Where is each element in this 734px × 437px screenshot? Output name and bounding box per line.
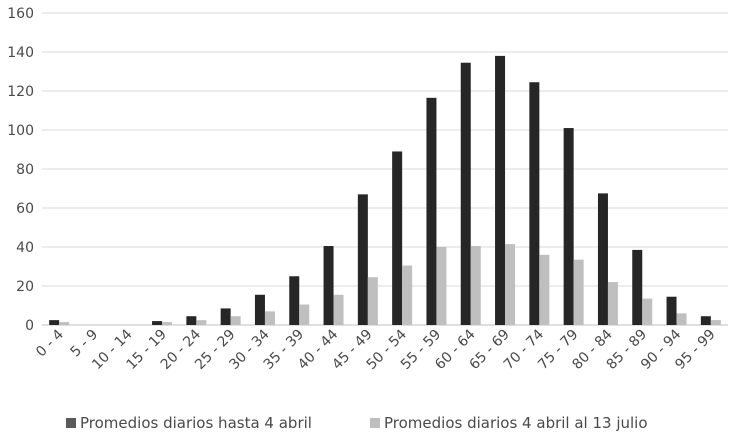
legend-swatch-series-2 (370, 418, 380, 428)
bar-series-1 (632, 249, 643, 325)
bar-series-2 (436, 247, 447, 325)
y-tick-label: 140 (7, 45, 34, 61)
bar-series-1 (152, 321, 163, 325)
bar-series-2 (470, 246, 481, 325)
bar-series-1 (666, 296, 677, 325)
bar-series-1 (460, 62, 471, 325)
bar-series-2 (367, 277, 378, 325)
bar-series-1 (495, 55, 506, 326)
x-tick-label: 0 - 4 (33, 326, 67, 360)
bar-series-2 (59, 322, 70, 325)
bar-series-2 (642, 298, 653, 325)
bar-series-1 (357, 194, 368, 325)
bar-series-2 (264, 311, 275, 325)
bar-series-1 (289, 276, 300, 325)
legend-label-series-1: Promedios diarios hasta 4 abril (80, 414, 312, 432)
bar-series-2 (333, 294, 344, 325)
bar-series-1 (392, 151, 403, 325)
y-tick-label: 60 (16, 201, 34, 217)
bar-series-1 (49, 320, 60, 325)
bar-series-2 (539, 254, 550, 325)
bar-series-1 (426, 97, 437, 325)
bar-series-2 (710, 320, 721, 325)
y-tick-label: 100 (7, 123, 34, 139)
bar-series-1 (186, 316, 197, 325)
bar-series-1 (323, 246, 334, 325)
bar-series-2 (607, 282, 618, 325)
y-tick-label: 160 (7, 6, 34, 22)
bar-series-1 (529, 82, 540, 325)
bar-series-2 (299, 304, 310, 325)
y-axis: 0 20 40 60 80 100 120 140 160 (7, 6, 34, 334)
bar-series-2 (573, 259, 584, 325)
bar-series-1 (700, 316, 711, 325)
bar-series-1 (597, 193, 608, 325)
y-tick-label: 120 (7, 84, 34, 100)
bar-series-2 (230, 316, 241, 325)
bar-series-2 (162, 322, 173, 325)
gridlines (42, 12, 728, 326)
legend-label-series-2: Promedios diarios 4 abril al 13 julio (384, 414, 648, 432)
y-tick-label: 0 (25, 318, 34, 334)
legend-swatch-series-1 (66, 418, 76, 428)
bar-series-2 (505, 244, 516, 325)
y-tick-label: 40 (16, 240, 34, 256)
bar-series-2 (676, 313, 687, 325)
legend: Promedios diarios hasta 4 abril Promedio… (66, 414, 648, 432)
bar-series-2 (196, 320, 207, 325)
bars (49, 55, 721, 326)
y-tick-label: 80 (16, 162, 34, 178)
bar-series-1 (563, 128, 574, 325)
bar-series-2 (402, 265, 413, 325)
bar-series-1 (220, 308, 231, 325)
y-tick-label: 20 (16, 279, 34, 295)
bar-series-1 (254, 294, 265, 325)
